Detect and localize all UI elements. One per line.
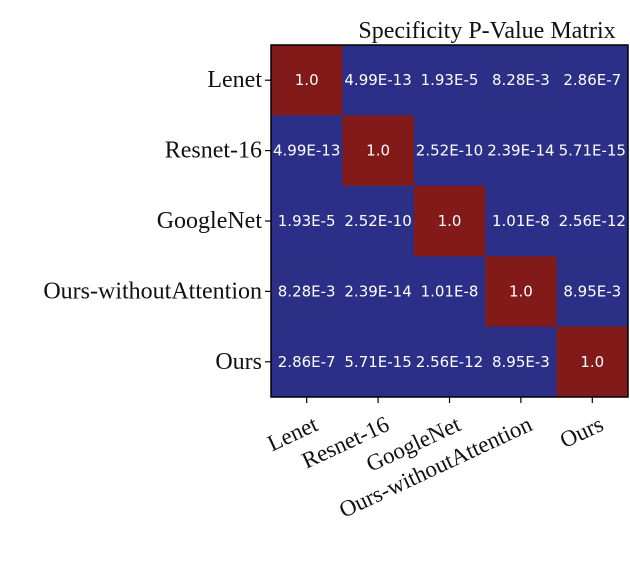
heatmap-cell	[556, 256, 629, 328]
heatmap-cell	[485, 185, 558, 257]
heatmap-cell	[413, 45, 486, 116]
cell-value-label: 1.01E-8	[421, 282, 479, 300]
cell-value-label: 5.71E-15	[559, 142, 626, 160]
heatmap-cell	[556, 45, 629, 116]
heatmap-cell	[485, 45, 558, 116]
heatmap-cell	[342, 45, 415, 116]
cell-value-label: 8.95E-3	[492, 353, 550, 371]
column-labels: LenetResnet-16GoogleNetOurs-withoutAtten…	[264, 397, 607, 523]
heatmap-cell	[556, 115, 629, 187]
cell-value-label: 1.0	[509, 282, 533, 300]
heatmap-cell	[485, 115, 558, 187]
cell-value-label: 8.28E-3	[492, 71, 550, 89]
cell-value-label: 2.56E-12	[559, 212, 626, 230]
cell-value-label: 1.93E-5	[421, 71, 479, 89]
column-label: Ours	[556, 411, 607, 453]
row-labels: Lenet Resnet-16 GoogleNet Ours-withoutAtten…	[43, 67, 271, 375]
cell-value-label: 4.99E-13	[273, 142, 340, 160]
heatmap-cell	[342, 256, 415, 328]
cell-value-label: 2.52E-10	[344, 212, 411, 230]
heatmap-cell	[413, 326, 486, 398]
cell-value-label: 2.56E-12	[416, 353, 483, 371]
heatmap-cells	[271, 45, 629, 398]
heatmap-cell-labels: 1.0 4.99E-13 1.93E-5 8.28E-3 2.86E-7 4.99E-13…	[273, 71, 626, 371]
heatmap-cell	[413, 185, 486, 257]
cell-value-label: 2.86E-7	[563, 71, 621, 89]
cell-value-label: 1.0	[580, 353, 604, 371]
heatmap-cell	[485, 326, 558, 398]
cell-value-label: 8.28E-3	[278, 282, 336, 300]
cell-value-label: 1.0	[366, 142, 390, 160]
heatmap-cell	[342, 326, 415, 398]
cell-value-label: 1.0	[438, 212, 462, 230]
heatmap-cell	[271, 185, 343, 257]
cell-value-label: 2.39E-14	[487, 142, 554, 160]
heatmap-cell	[413, 256, 486, 328]
plot-frame	[270, 44, 629, 398]
row-label: Ours	[215, 349, 262, 375]
heatmap-cell	[556, 185, 629, 257]
cell-value-label: 4.99E-13	[344, 71, 411, 89]
row-label: Lenet	[207, 67, 262, 93]
cell-value-label: 5.71E-15	[344, 353, 411, 371]
cell-value-label: 1.01E-8	[492, 212, 550, 230]
cell-value-label: 1.93E-5	[278, 212, 336, 230]
heatmap-cell	[342, 185, 415, 257]
row-label: Resnet-16	[165, 138, 262, 164]
heatmap-cell	[271, 115, 343, 187]
row-label: GoogleNet	[157, 208, 263, 234]
heatmap-cell	[271, 326, 343, 398]
heatmap-cell	[271, 45, 343, 116]
cell-value-label: 1.0	[295, 71, 319, 89]
cell-value-label: 2.39E-14	[344, 282, 411, 300]
cell-value-label: 2.52E-10	[416, 142, 483, 160]
heatmap-cell	[413, 115, 486, 187]
heatmap-cell	[556, 326, 629, 398]
row-label: Ours-withoutAttention	[43, 278, 262, 304]
chart-title: Specificity P-Value Matrix	[358, 18, 615, 44]
cell-value-label: 8.95E-3	[563, 282, 621, 300]
cell-value-label: 2.86E-7	[278, 353, 336, 371]
heatmap-cell	[342, 115, 415, 187]
heatmap-cell	[485, 256, 558, 328]
heatmap-cell	[271, 256, 343, 328]
